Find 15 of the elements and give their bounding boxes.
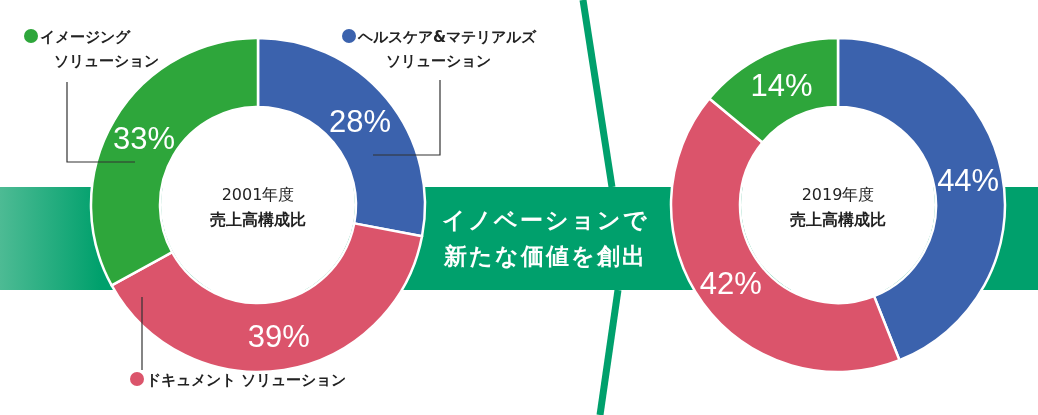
- text: 2001年度: [221, 185, 295, 204]
- text: 売上高構成比: [790, 210, 886, 229]
- text: 売上高構成比: [210, 210, 306, 229]
- data-label: 33%: [112, 120, 175, 156]
- text: イノベーションで: [441, 207, 649, 233]
- legend-label: ヘルスケア&マテリアルズソリューション: [357, 28, 538, 70]
- data-label: 44%: [937, 163, 1000, 199]
- data-label: 39%: [247, 318, 310, 354]
- data-label: 28%: [329, 103, 392, 139]
- legend-label: ドキュメント ソリューション: [146, 371, 347, 389]
- text: 新たな価値を創出: [442, 243, 647, 269]
- legend-label: イメージングソリューション: [40, 28, 159, 70]
- data-label: 42%: [699, 265, 762, 301]
- data-label: 14%: [750, 68, 813, 104]
- text: 2019年度: [801, 185, 875, 204]
